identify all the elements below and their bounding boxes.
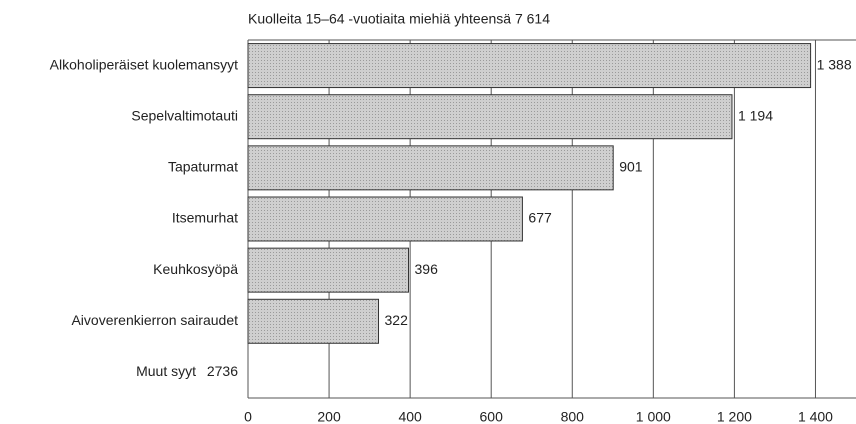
- bar: [247, 196, 523, 242]
- y-tick-label: Itsemurhat: [172, 210, 238, 226]
- bar: [247, 94, 733, 140]
- x-tick-label: 0: [244, 409, 252, 424]
- y-tick-label: Aivoverenkierron sairaudet: [71, 312, 238, 328]
- x-tick-label: 200: [317, 409, 341, 424]
- x-tick-label: 400: [398, 409, 422, 424]
- bar: [247, 298, 380, 344]
- x-tick-label: 1 000: [636, 409, 671, 424]
- bar: [247, 43, 812, 89]
- value-label: 1 194: [738, 107, 773, 123]
- value-label: 1 388: [817, 56, 852, 72]
- y-tick-label: Keuhkosyöpä: [153, 261, 238, 277]
- value-label: 677: [528, 210, 552, 226]
- value-label: 322: [385, 312, 409, 328]
- other-value: 2736: [207, 363, 238, 379]
- other-label: Muut syyt: [136, 363, 196, 379]
- bar: [247, 247, 410, 293]
- y-tick-label: Alkoholiperäiset kuolemansyyt: [50, 56, 238, 72]
- bar: [247, 145, 614, 191]
- y-tick-label: Sepelvaltimotauti: [131, 107, 238, 123]
- x-tick-label: 600: [480, 409, 504, 424]
- chart-title: Kuolleita 15–64 -vuotiaita miehiä yhteen…: [248, 11, 550, 27]
- x-tick-label: 800: [561, 409, 585, 424]
- value-label: 396: [415, 261, 439, 277]
- x-tick-label: 1 400: [798, 409, 833, 424]
- value-label: 901: [619, 159, 643, 175]
- x-tick-label: 1 200: [717, 409, 752, 424]
- y-tick-label: Tapaturmat: [168, 159, 238, 175]
